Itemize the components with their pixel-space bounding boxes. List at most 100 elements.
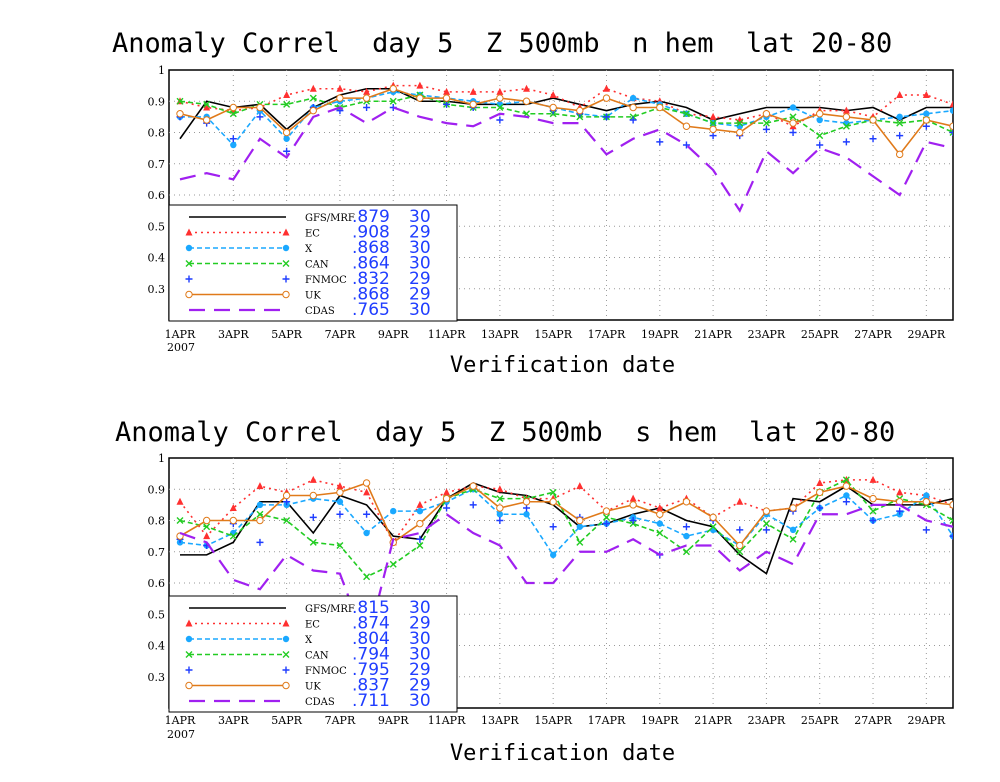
x-tick-label: 25APR — [801, 328, 839, 341]
legend-series-score: .832 — [352, 269, 390, 289]
data-point-ec — [896, 91, 904, 98]
legend-marker — [185, 290, 193, 299]
legend-series-name: GFS/MRF — [305, 213, 355, 224]
x-tick-label: 27APR — [854, 714, 892, 727]
y-tick-label: 0.7 — [148, 546, 166, 559]
legend-marker — [185, 228, 193, 236]
data-point-x — [416, 507, 424, 515]
data-point-can — [869, 507, 877, 515]
legend-marker — [282, 619, 290, 627]
x-tick-label: 7APR — [325, 328, 356, 341]
data-point-fnmoc — [416, 535, 424, 543]
data-point-uk — [416, 519, 424, 528]
legend-series-count: 30 — [409, 691, 431, 711]
data-point-uk — [602, 507, 611, 515]
legend-series-count: 30 — [409, 629, 431, 649]
legend-marker — [185, 260, 193, 267]
data-point-fnmoc — [709, 132, 717, 140]
data-point-can — [762, 520, 770, 528]
legend-marker — [282, 635, 290, 643]
data-point-fnmoc — [896, 507, 904, 515]
data-point-uk — [469, 482, 477, 490]
legend-series-count: 30 — [409, 300, 431, 320]
data-point-fnmoc — [549, 523, 557, 531]
data-point-uk — [789, 119, 797, 127]
data-point-uk — [682, 498, 691, 506]
data-point-uk — [602, 94, 611, 102]
data-point-fnmoc — [896, 132, 904, 140]
legend-series-count: 29 — [409, 269, 431, 289]
data-point-can — [496, 495, 504, 503]
x-tick-label: 11APR — [428, 328, 466, 341]
data-point-can — [576, 538, 584, 546]
data-point-can — [416, 542, 424, 549]
data-point-uk — [869, 494, 877, 503]
y-tick-label: 0.8 — [148, 127, 166, 140]
legend-series-name: X — [305, 635, 313, 646]
series-line-can — [179, 94, 953, 137]
legend-series-name: EC — [305, 620, 320, 631]
data-point-fnmoc — [762, 526, 770, 534]
legend-series-name: FNMOC — [305, 666, 347, 677]
x-tick-label: 17APR — [588, 714, 626, 727]
legend-series-score: .815 — [352, 598, 390, 618]
legend-marker — [185, 651, 193, 658]
chart-panel-1: Anomaly Correl day 5 Z 500mb n hem lat 2… — [112, 28, 954, 378]
x-tick-label: 3APR — [218, 328, 249, 341]
data-point-uk — [949, 501, 953, 509]
data-point-uk — [789, 504, 797, 512]
legend-marker — [282, 651, 290, 658]
data-point-x — [283, 135, 290, 142]
data-point-x — [789, 104, 797, 111]
data-point-uk — [656, 103, 664, 112]
data-point-fnmoc — [256, 538, 264, 546]
series-line-x — [179, 488, 953, 557]
data-point-x — [390, 507, 397, 515]
data-point-ec — [709, 112, 717, 120]
data-point-can — [842, 476, 850, 484]
data-point-x — [256, 501, 264, 509]
data-point-x — [576, 523, 584, 530]
legend-series-name: CAN — [305, 651, 329, 662]
legend-series-count: 29 — [409, 285, 431, 305]
series-group — [176, 475, 953, 650]
x-tick-label: 19APR — [641, 328, 679, 341]
data-point-x — [549, 551, 557, 559]
legend-series-score: .804 — [352, 629, 390, 649]
legend-series-score: .765 — [352, 300, 390, 320]
data-point-can — [949, 517, 953, 524]
x-tick-label: 13APR — [481, 328, 519, 341]
data-point-ec — [629, 494, 637, 502]
data-point-x — [843, 492, 850, 499]
data-point-fnmoc — [789, 129, 797, 136]
data-point-uk — [869, 116, 877, 124]
legend-series-score: .874 — [352, 614, 390, 634]
y-tick-label: 1 — [158, 452, 165, 465]
legend: GFS/MRF.879 30 EC .908 29 X .868 30 CAN .864 30 FNM… — [168, 204, 458, 322]
data-point-uk — [736, 128, 744, 137]
data-point-fnmoc — [842, 498, 850, 506]
legend-marker — [185, 619, 193, 627]
data-point-uk — [656, 510, 664, 518]
data-point-can — [602, 513, 610, 521]
legend-marker — [282, 681, 290, 690]
data-point-fnmoc — [523, 504, 531, 512]
data-point-x — [496, 511, 504, 518]
x-tick-label: 29APR — [908, 328, 946, 341]
y-tick-label: 0.3 — [148, 283, 166, 296]
data-point-fnmoc — [816, 504, 824, 512]
data-point-can — [682, 110, 690, 118]
data-point-can — [203, 523, 211, 531]
data-point-fnmoc — [469, 501, 477, 509]
legend-marker — [185, 275, 193, 283]
data-point-can — [736, 548, 744, 556]
legend-series-name: CAN — [305, 260, 329, 271]
data-point-fnmoc — [629, 116, 637, 124]
data-point-can — [842, 122, 850, 130]
data-point-ec — [256, 482, 264, 490]
data-point-uk — [336, 488, 344, 497]
y-tick-label: 0.8 — [148, 515, 166, 528]
data-point-uk — [629, 501, 637, 509]
data-point-x — [789, 526, 797, 534]
data-point-uk — [816, 110, 824, 118]
